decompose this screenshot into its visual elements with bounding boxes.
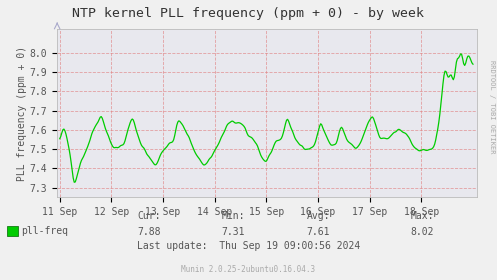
Text: pll-freq: pll-freq	[21, 226, 69, 236]
Text: 8.02: 8.02	[411, 227, 434, 237]
Y-axis label: PLL frequency (ppm + 0): PLL frequency (ppm + 0)	[17, 46, 27, 181]
Text: Last update:  Thu Sep 19 09:00:56 2024: Last update: Thu Sep 19 09:00:56 2024	[137, 241, 360, 251]
Text: NTP kernel PLL frequency (ppm + 0) - by week: NTP kernel PLL frequency (ppm + 0) - by …	[73, 7, 424, 20]
Text: 7.61: 7.61	[306, 227, 330, 237]
Text: RRDTOOL / TOBI OETIKER: RRDTOOL / TOBI OETIKER	[489, 60, 495, 153]
Text: 7.88: 7.88	[137, 227, 161, 237]
Text: Avg:: Avg:	[306, 211, 330, 221]
Text: Munin 2.0.25-2ubuntu0.16.04.3: Munin 2.0.25-2ubuntu0.16.04.3	[181, 265, 316, 274]
Text: 7.31: 7.31	[222, 227, 246, 237]
Text: Cur:: Cur:	[137, 211, 161, 221]
Text: Min:: Min:	[222, 211, 246, 221]
Text: Max:: Max:	[411, 211, 434, 221]
